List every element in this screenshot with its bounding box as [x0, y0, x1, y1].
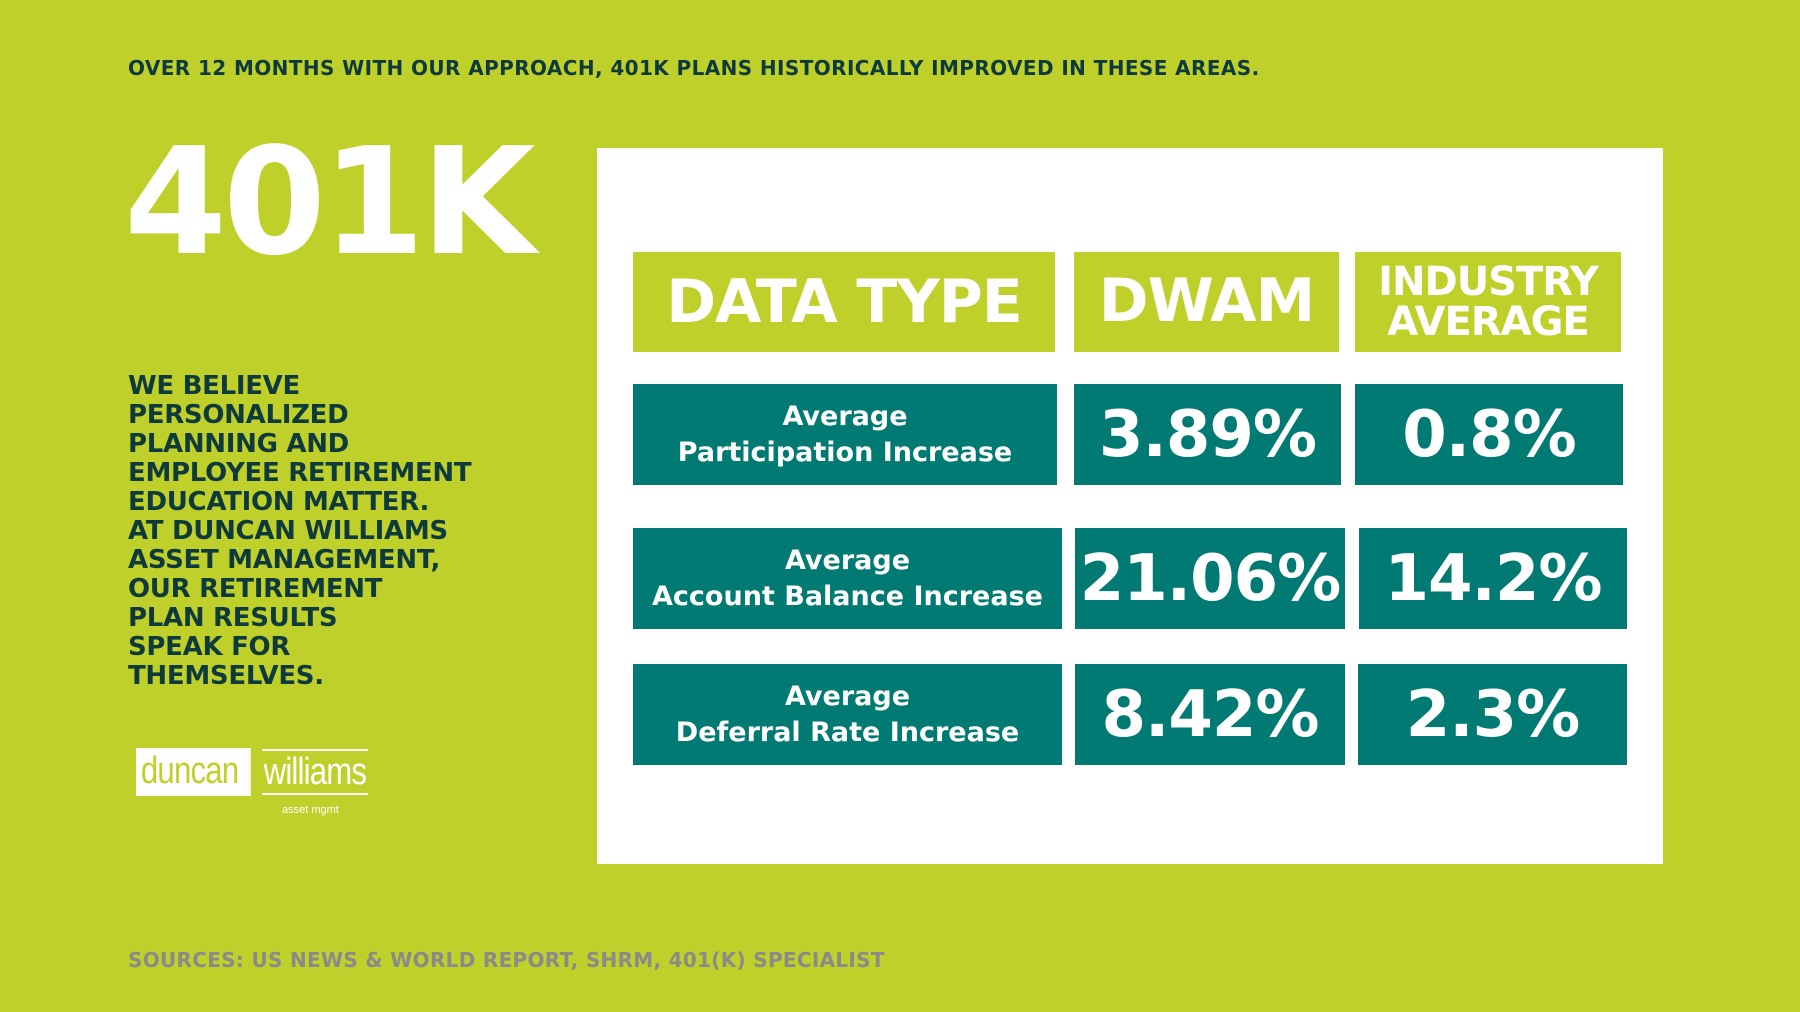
row-label-line2: Participation Increase: [677, 436, 1013, 468]
dwam-value-text: 21.06%: [1079, 541, 1342, 616]
row-label-line2: Deferral Rate Increase: [675, 716, 1020, 748]
header-industry-line2: AVERAGE: [1387, 299, 1589, 345]
header-data-type-label: DATA TYPE: [666, 267, 1023, 337]
statement-line: OUR RETIREMENT: [128, 574, 383, 604]
company-logo: duncan williams asset mgmt: [136, 748, 391, 816]
table-row-label: Average Participation Increase: [633, 384, 1057, 485]
industry-value-text: 0.8%: [1402, 397, 1576, 472]
headline: OVER 12 MONTHS WITH OUR APPROACH, 401K P…: [128, 56, 1260, 80]
statement-line: PLAN RESULTS: [128, 603, 338, 633]
header-dwam: DWAM: [1074, 252, 1339, 352]
statement-line: AT DUNCAN WILLIAMS: [128, 516, 448, 546]
statement-line: EDUCATION MATTER.: [128, 487, 430, 517]
row-label-line1: Average: [782, 400, 908, 432]
logo-word-williams: williams: [262, 749, 368, 795]
page-title: 401K: [124, 116, 536, 288]
row-label-line2: Account Balance Increase: [652, 580, 1043, 612]
statement-text: WE BELIEVE PERSONALIZED PLANNING AND EMP…: [128, 372, 528, 691]
row-label-line1: Average: [784, 680, 911, 712]
industry-value: 0.8%: [1355, 384, 1623, 485]
statement-line: EMPLOYEE RETIREMENT: [128, 458, 472, 488]
header-data-type: DATA TYPE: [633, 252, 1055, 352]
dwam-value-text: 3.89%: [1098, 397, 1317, 472]
dwam-value-text: 8.42%: [1101, 677, 1319, 752]
dwam-value: 21.06%: [1075, 528, 1345, 629]
statement-line: WE BELIEVE: [128, 371, 300, 401]
table-row-label: Average Account Balance Increase: [633, 528, 1062, 629]
statement-line: ASSET MANAGEMENT,: [128, 545, 441, 575]
dwam-value: 8.42%: [1075, 664, 1345, 765]
comparison-table: DATA TYPE DWAM INDUSTRY AVERAGE Average …: [597, 148, 1663, 864]
table-row-label: Average Deferral Rate Increase: [633, 664, 1062, 765]
statement-line: SPEAK FOR: [128, 632, 291, 662]
industry-value-text: 14.2%: [1384, 541, 1602, 616]
industry-value: 14.2%: [1359, 528, 1627, 629]
logo-subtitle: asset mgmt: [282, 804, 339, 816]
statement-line: PLANNING AND: [128, 429, 349, 459]
logo-word-duncan: duncan: [136, 748, 251, 796]
statement-line: PERSONALIZED: [128, 400, 349, 430]
header-industry-line1: INDUSTRY: [1378, 259, 1599, 305]
statement-line: THEMSELVES.: [128, 661, 324, 691]
dwam-value: 3.89%: [1074, 384, 1341, 485]
industry-value: 2.3%: [1358, 664, 1627, 765]
row-label-line1: Average: [784, 544, 911, 576]
header-dwam-label: DWAM: [1098, 266, 1315, 336]
industry-value-text: 2.3%: [1405, 677, 1580, 752]
sources-footnote: SOURCES: US NEWS & WORLD REPORT, SHRM, 4…: [128, 948, 885, 972]
header-industry-average: INDUSTRY AVERAGE: [1355, 252, 1621, 352]
